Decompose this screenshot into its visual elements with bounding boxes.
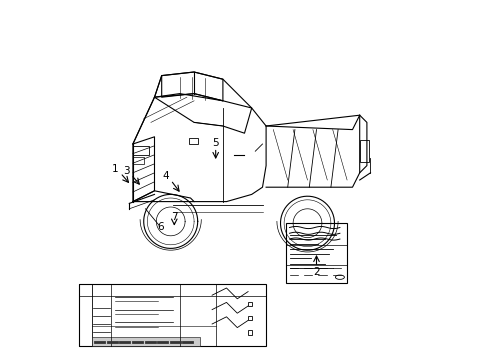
Text: 5: 5	[212, 138, 219, 148]
Bar	[285, 223, 346, 283]
Bar	[133, 157, 143, 164]
Text: 3: 3	[123, 166, 129, 176]
Text: 1: 1	[112, 164, 119, 174]
Bar	[247, 330, 252, 335]
Bar	[247, 302, 252, 306]
Bar	[247, 316, 252, 320]
Bar	[91, 337, 199, 346]
Bar	[79, 284, 265, 346]
Text: 7: 7	[171, 212, 177, 222]
Text: 4: 4	[163, 171, 169, 181]
Bar	[133, 146, 149, 155]
Text: 2: 2	[312, 267, 319, 277]
Bar	[79, 284, 91, 346]
Text: 6: 6	[157, 222, 164, 232]
Bar	[359, 140, 368, 162]
Bar	[188, 138, 197, 144]
